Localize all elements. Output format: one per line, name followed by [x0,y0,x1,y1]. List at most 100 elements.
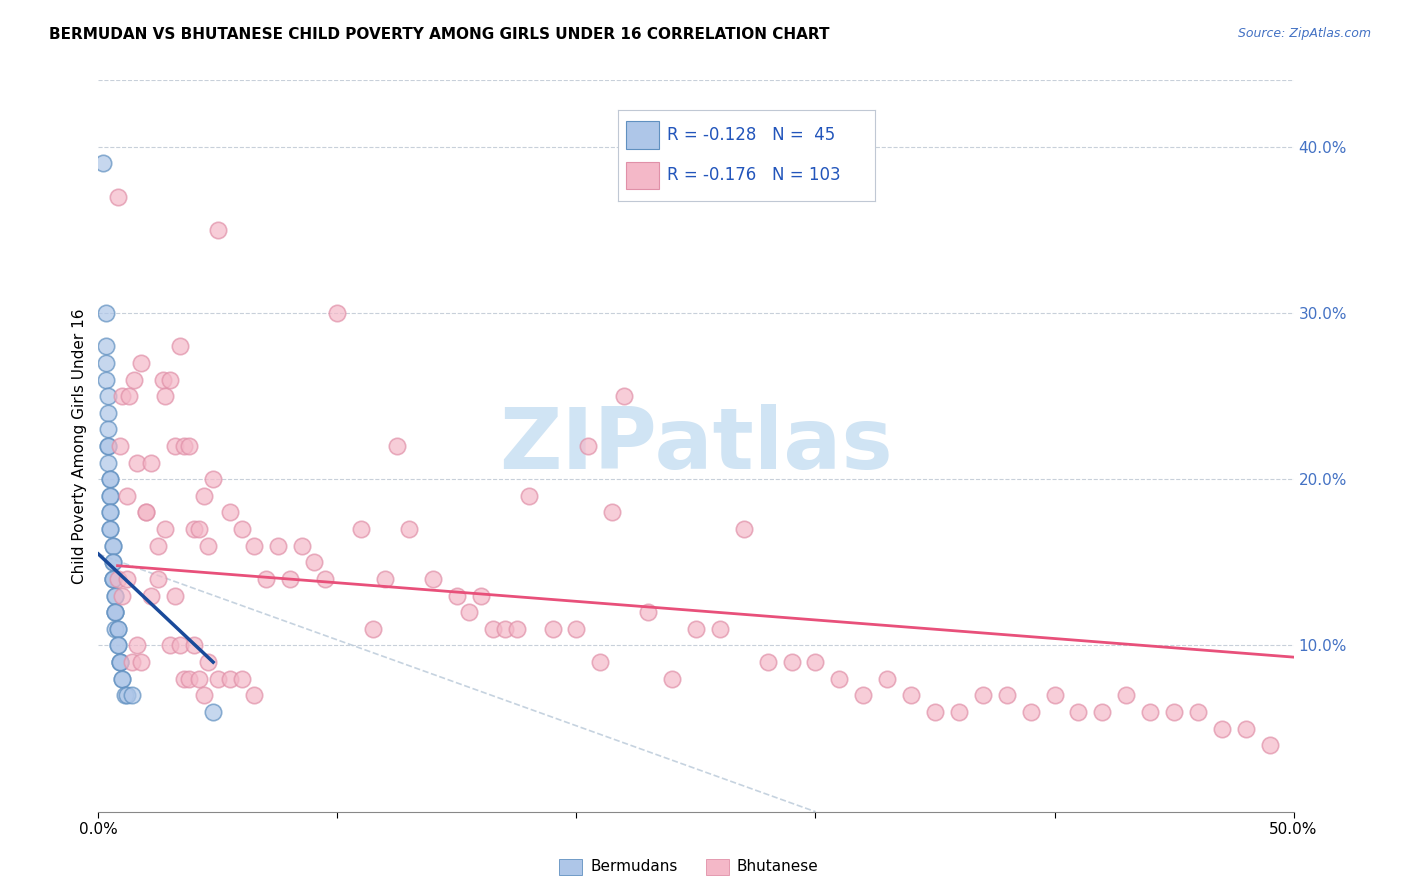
Point [98,522,122,536]
Point [187,672,209,686]
Point [197,655,219,669]
Point [97,456,120,470]
Point [179,439,201,453]
Point [828,672,851,686]
Point [107,572,129,586]
Point [315,572,337,586]
Point [398,522,420,536]
Point [506,622,529,636]
Point [231,672,253,686]
Point [108,655,131,669]
Point [98,506,122,520]
Point [589,655,612,669]
Point [173,672,195,686]
Point [243,689,266,703]
Point [187,522,209,536]
Point [470,589,492,603]
Point [291,539,314,553]
Text: Bhutanese: Bhutanese [737,859,818,874]
Point [97,439,120,453]
Point [101,555,124,569]
Point [115,572,138,586]
Point [139,456,162,470]
Point [135,506,157,520]
Point [197,539,219,553]
Point [97,406,120,420]
Point [111,672,134,686]
Point [148,572,170,586]
Point [125,639,148,653]
Point [458,605,481,619]
Point [207,223,229,237]
Point [183,522,205,536]
Point [278,572,301,586]
Point [108,439,131,453]
Point [101,572,124,586]
Point [1067,705,1090,719]
Point [1187,705,1209,719]
Point [101,572,124,586]
Point [94,372,117,386]
Point [111,589,134,603]
Point [101,539,124,553]
Point [193,489,215,503]
Point [101,539,124,553]
Point [517,489,540,503]
Point [139,589,162,603]
Point [541,622,564,636]
Point [97,422,120,436]
Point [219,506,242,520]
Point [159,372,181,386]
Point [108,655,131,669]
Point [104,589,127,603]
Point [94,306,117,320]
Point [1115,689,1137,703]
Point [267,539,290,553]
Point [446,589,468,603]
Point [481,622,505,636]
Point [98,472,122,486]
Point [98,506,122,520]
Point [804,655,827,669]
Point [756,655,779,669]
Point [995,689,1018,703]
Point [972,689,994,703]
Point [107,622,129,636]
Point [135,506,157,520]
Point [1258,738,1281,752]
Point [363,622,385,636]
Point [111,389,134,403]
Point [1019,705,1042,719]
Point [637,605,659,619]
Point [124,372,146,386]
Point [131,655,153,669]
Point [115,689,138,703]
Point [709,622,731,636]
Point [1139,705,1161,719]
Point [733,522,755,536]
Point [104,589,127,603]
Point [350,522,373,536]
Point [924,705,946,719]
Point [104,605,127,619]
Point [152,372,174,386]
Point [661,672,683,686]
Point [118,389,141,403]
Point [948,705,970,719]
Point [148,539,170,553]
FancyBboxPatch shape [558,858,582,875]
Point [159,639,181,653]
Point [385,439,409,453]
Point [107,189,129,203]
Point [231,522,253,536]
Point [852,689,875,703]
Point [98,522,122,536]
Point [115,489,138,503]
FancyBboxPatch shape [706,858,730,875]
Point [173,439,195,453]
Point [900,689,922,703]
Point [107,639,129,653]
Point [1211,722,1233,736]
Point [169,639,191,653]
Point [163,589,186,603]
